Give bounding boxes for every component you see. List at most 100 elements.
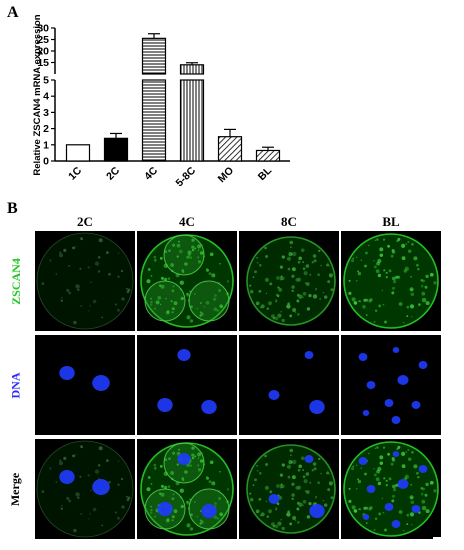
fluorescence-speckle	[348, 487, 351, 490]
microscopy-image	[341, 439, 441, 539]
fluorescence-speckle	[280, 518, 283, 521]
fluorescence-speckle	[382, 238, 386, 241]
fluorescence-speckle	[384, 528, 387, 532]
fluorescence-speckle	[171, 515, 175, 519]
fluorescence-speckle	[357, 271, 362, 276]
fluorescence-speckle	[281, 484, 285, 489]
fluorescence-speckle	[357, 479, 362, 484]
fluorescence-speckle	[208, 272, 212, 275]
fluorescence-speckle	[196, 516, 198, 518]
fluorescence-speckle	[315, 497, 317, 499]
panel-a-label: A	[7, 4, 19, 21]
fluorescence-speckle	[194, 455, 197, 458]
fluorescence-speckle	[383, 269, 386, 272]
fluorescence-speckle	[150, 505, 153, 508]
fluorescence-speckle	[330, 496, 334, 500]
fluorescence-speckle	[72, 454, 75, 458]
fluorescence-speckle	[375, 477, 380, 482]
fluorescence-speckle	[264, 485, 269, 490]
fluorescence-speckle	[291, 461, 293, 463]
x-tick-label: 4C	[142, 164, 160, 182]
fluorescence-speckle	[227, 280, 229, 283]
fluorescence-speckle	[154, 258, 157, 262]
fluorescence-speckle	[385, 276, 388, 279]
bar	[255, 149, 281, 162]
fluorescence-speckle	[413, 256, 418, 261]
bars	[65, 33, 281, 162]
fluorescence-speckle	[160, 492, 165, 497]
fluorescence-speckle	[297, 313, 300, 316]
fluorescence-speckle	[153, 463, 157, 467]
fluorescence-speckle	[308, 502, 312, 506]
fluorescence-speckle	[278, 288, 283, 292]
fluorescence-speckle	[126, 496, 128, 498]
blastomere	[163, 234, 205, 276]
fluorescence-speckle	[322, 499, 325, 502]
fluorescence-speckle	[303, 271, 308, 276]
fluorescence-speckle	[79, 475, 82, 478]
fluorescence-speckle	[108, 480, 111, 484]
fluorescence-speckle	[256, 257, 258, 259]
fluorescence-speckle	[302, 469, 305, 471]
fluorescence-speckle	[364, 472, 367, 476]
fluorescence-speckle	[150, 303, 153, 306]
fluorescence-speckle	[297, 277, 302, 282]
fluorescence-speckle	[377, 466, 382, 472]
fluorescence-speckle	[387, 244, 390, 248]
fluorescence-speckle	[416, 471, 419, 475]
fluorescence-speckle	[55, 273, 57, 275]
fluorescence-speckle	[289, 522, 293, 526]
fluorescence-speckle	[391, 499, 395, 503]
fluorescence-speckle	[365, 314, 368, 316]
nucleus	[309, 504, 325, 518]
fluorescence-speckle	[49, 467, 52, 470]
fluorescence-speckle	[281, 318, 285, 323]
fluorescence-speckle	[286, 464, 291, 469]
fluorescence-speckle	[165, 297, 167, 300]
fluorescence-speckle	[291, 493, 295, 497]
fluorescence-speckle	[264, 454, 267, 458]
nucleus	[397, 479, 409, 489]
fluorescence-speckle	[75, 492, 80, 497]
fluorescence-speckle	[328, 273, 333, 278]
fluorescence-speckle	[150, 483, 153, 485]
fluorescence-speckle	[252, 484, 255, 486]
fluorescence-speckle	[417, 268, 420, 271]
fluorescence-speckle	[292, 516, 297, 520]
fluorescence-speckle	[315, 289, 317, 291]
fluorescence-speckle	[154, 515, 156, 518]
fluorescence-speckle	[368, 244, 370, 247]
fluorescence-speckle	[407, 241, 410, 243]
fluorescence-speckle	[355, 464, 358, 467]
fluorescence-speckle	[409, 304, 415, 309]
fluorescence-speckle	[77, 496, 80, 500]
fluorescence-speckle	[408, 249, 412, 253]
fluorescence-speckle	[351, 297, 356, 302]
fluorescence-speckle	[388, 477, 392, 481]
fluorescence-speckle	[182, 270, 185, 274]
fluorescence-speckle	[171, 289, 175, 293]
fluorescence-speckle	[296, 507, 300, 511]
fluorescence-speckle	[406, 523, 409, 525]
fluorescence-speckle	[268, 509, 272, 514]
fluorescence-speckle	[409, 287, 414, 292]
fluorescence-speckle	[206, 268, 208, 270]
fluorescence-speckle	[264, 246, 267, 250]
fluorescence-speckle	[425, 482, 429, 487]
fluorescence-speckle	[297, 260, 301, 264]
fluorescence-speckle	[393, 488, 397, 492]
fluorescence-speckle	[359, 300, 361, 302]
fluorescence-speckle	[352, 257, 355, 260]
microscopy-image	[137, 439, 237, 539]
fluorescence-speckle	[266, 515, 269, 518]
fluorescence-speckle	[383, 477, 386, 480]
fluorescence-speckle	[279, 473, 283, 477]
fluorescence-speckle	[219, 304, 224, 309]
fluorescence-speckle	[327, 488, 331, 492]
column-title: 8C	[281, 214, 297, 229]
fluorescence-speckle	[88, 518, 90, 520]
fluorescence-speckle	[305, 282, 310, 286]
fluorescence-speckle	[172, 493, 175, 496]
fluorescence-speckle	[297, 468, 301, 472]
fluorescence-speckle	[289, 448, 294, 453]
